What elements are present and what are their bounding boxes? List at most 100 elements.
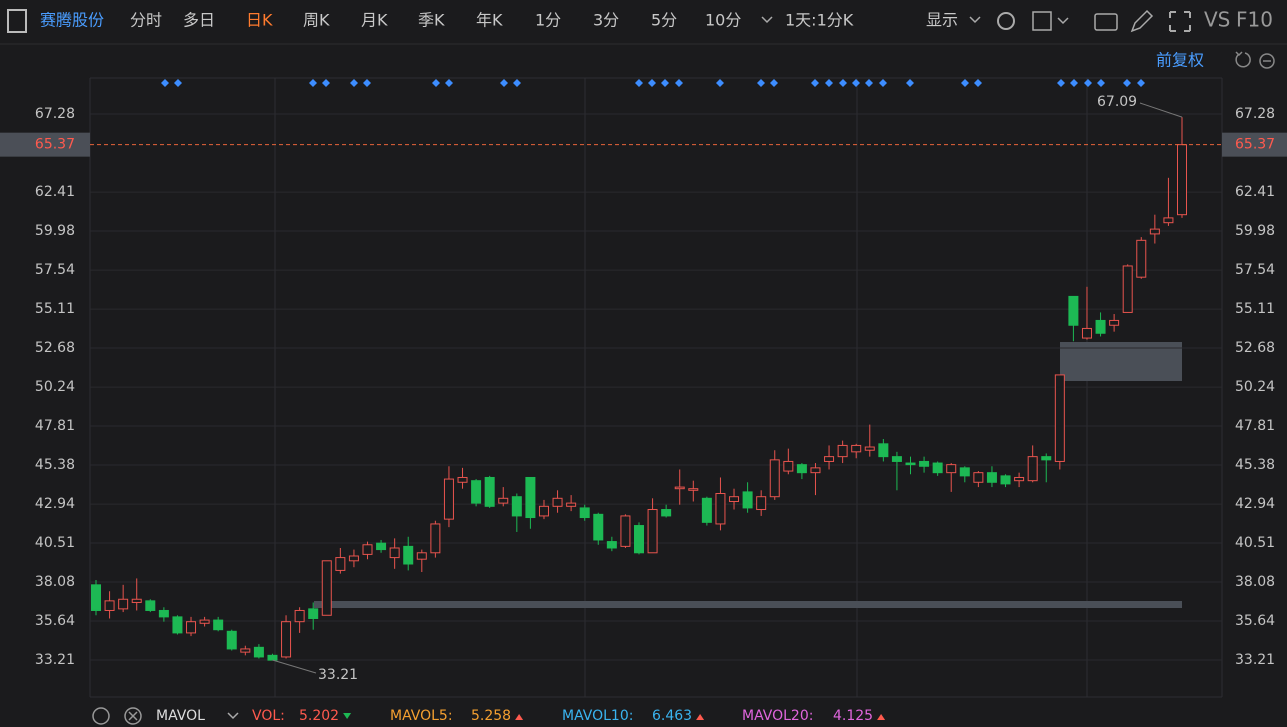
y-tick-label-right: 38.08 — [1235, 574, 1275, 590]
low-label: 33.21 — [318, 667, 358, 683]
current-price-label-right: 65.37 — [1235, 137, 1275, 153]
candle-body — [905, 462, 916, 466]
period-tab[interactable]: 年K — [476, 11, 503, 30]
trend-arrow — [696, 714, 705, 720]
overlay-icon[interactable] — [1032, 11, 1052, 31]
candle-body — [566, 502, 577, 507]
candle-body — [471, 480, 482, 504]
f10-button[interactable]: F10 — [1236, 8, 1273, 32]
candle-body — [593, 513, 604, 541]
period-tab[interactable]: 10分 — [705, 11, 741, 30]
indicator-settings-icon[interactable] — [92, 707, 110, 725]
vs-button[interactable]: VS — [1204, 8, 1230, 32]
indicator-label: MAVOL5: — [390, 708, 453, 724]
period-tab[interactable]: 季K — [418, 11, 445, 30]
candle-body — [1109, 319, 1120, 326]
candle-body — [1122, 265, 1133, 313]
y-tick-label-right: 62.41 — [1235, 184, 1275, 200]
settings-icon[interactable] — [997, 12, 1015, 30]
candle-body — [688, 488, 699, 491]
candle-body — [1000, 475, 1011, 485]
period-tab[interactable]: 月K — [361, 11, 388, 30]
period-tab[interactable]: 1分 — [535, 11, 561, 30]
candle-body — [959, 467, 970, 477]
signal-marker — [1070, 79, 1078, 87]
candle-body — [104, 600, 115, 611]
y-tick-label-right: 50.24 — [1235, 379, 1275, 395]
candle-body — [579, 507, 590, 519]
candle-body — [769, 459, 780, 498]
signal-marker — [363, 79, 371, 87]
period-tab[interactable]: 周K — [303, 11, 330, 30]
y-tick-label-right: 33.21 — [1235, 652, 1275, 668]
period-tab[interactable]: 分时 — [130, 11, 162, 30]
indicator-label: MAVOL10: — [562, 708, 633, 724]
candle-body — [864, 446, 875, 451]
candle-body — [973, 472, 984, 483]
trend-arrow — [343, 713, 352, 719]
candle-body — [321, 560, 332, 616]
candle-body — [742, 491, 753, 509]
candle-body — [837, 444, 848, 458]
indicator-name[interactable]: MAVOL — [156, 708, 205, 724]
candle-body — [552, 497, 563, 507]
zoom-out-icon[interactable] — [1259, 53, 1275, 69]
fullscreen-icon[interactable] — [1169, 11, 1191, 32]
candle-body — [362, 544, 373, 555]
y-tick-label: 59.98 — [35, 223, 75, 239]
dropdown-arrow[interactable] — [1057, 17, 1069, 25]
candle-body — [715, 492, 726, 525]
y-tick-label-right: 47.81 — [1235, 418, 1275, 434]
candle-body — [91, 584, 101, 611]
candle-body — [403, 545, 414, 565]
reset-icon[interactable] — [1235, 51, 1251, 68]
signal-marker — [906, 79, 914, 87]
candle-body — [783, 460, 794, 472]
dropdown-arrow[interactable] — [969, 16, 981, 24]
candle-body — [1149, 228, 1160, 235]
candle-body — [1177, 144, 1187, 216]
y-tick-label: 33.21 — [35, 652, 75, 668]
signal-marker — [648, 79, 656, 87]
signal-marker — [1084, 79, 1092, 87]
indicator-close-icon[interactable] — [124, 707, 142, 725]
signal-marker — [839, 79, 847, 87]
candle-body — [511, 496, 522, 517]
period-select[interactable]: 1天:1分K — [785, 11, 854, 30]
adjust-button[interactable]: 前复权 — [1156, 51, 1204, 70]
y-tick-label-right: 42.94 — [1235, 496, 1275, 512]
signal-marker — [770, 79, 778, 87]
y-tick-label: 45.38 — [35, 457, 75, 473]
period-tab[interactable]: 3分 — [593, 11, 619, 30]
dropdown-arrow[interactable] — [227, 712, 239, 720]
y-tick-label-right: 55.11 — [1235, 301, 1275, 317]
display-menu[interactable]: 显示 — [926, 11, 958, 30]
candle-body — [1095, 319, 1106, 334]
y-tick-label: 57.54 — [35, 262, 75, 278]
signal-marker — [865, 79, 873, 87]
period-tab[interactable]: 5分 — [651, 11, 677, 30]
dropdown-arrow[interactable] — [761, 16, 773, 24]
period-tab[interactable]: 多日 — [183, 11, 215, 30]
candle-body — [199, 619, 210, 624]
sidebar-icon[interactable] — [7, 9, 27, 33]
candle-body — [376, 542, 387, 551]
signal-marker — [1137, 79, 1145, 87]
candle-body — [891, 456, 902, 462]
candle-body — [1136, 239, 1147, 278]
candle-body — [525, 476, 536, 519]
candle-body — [946, 464, 957, 474]
candle-body — [240, 648, 251, 653]
stock-name[interactable]: 赛腾股份 — [40, 11, 104, 30]
candle-body — [701, 497, 712, 523]
candle-body — [986, 472, 997, 483]
signal-marker — [852, 79, 860, 87]
draw-icon[interactable] — [1130, 9, 1154, 33]
period-tab[interactable]: 日K — [246, 11, 273, 30]
y-tick-label: 55.11 — [35, 301, 75, 317]
camera-icon[interactable] — [1094, 13, 1118, 31]
current-price-label: 65.37 — [35, 137, 75, 153]
candle-body — [1163, 217, 1174, 224]
signal-marker — [961, 79, 969, 87]
